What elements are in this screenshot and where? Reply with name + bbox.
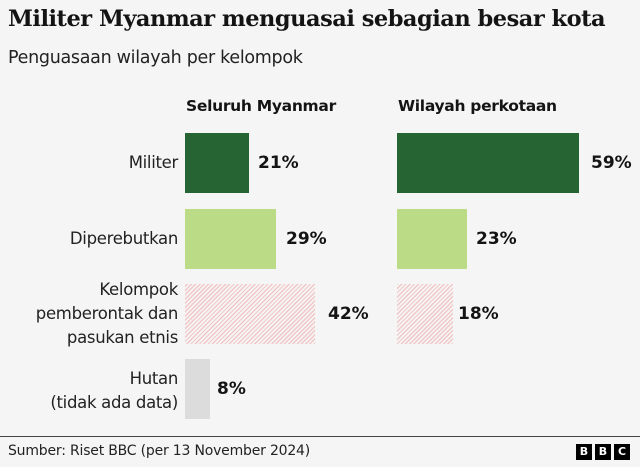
bbc-logo-b2: B bbox=[595, 444, 611, 460]
value-left-hutan: 8% bbox=[217, 379, 246, 399]
bar-left-militer bbox=[185, 133, 249, 193]
bar-left-hutan bbox=[185, 359, 210, 419]
column-header-seluruh-myanmar: Seluruh Myanmar bbox=[186, 97, 336, 115]
bbc-logo-c: C bbox=[614, 444, 630, 460]
bbc-logo-b1: B bbox=[576, 444, 592, 460]
row-label-militer: Militer bbox=[128, 153, 179, 172]
column-header-wilayah-perkotaan: Wilayah perkotaan bbox=[398, 97, 557, 115]
bar-right-militer bbox=[397, 133, 579, 193]
value-right-militer: 59% bbox=[591, 153, 632, 173]
value-left-diperebutkan: 29% bbox=[286, 229, 327, 249]
value-left-kelompok: 42% bbox=[328, 304, 369, 324]
value-right-diperebutkan: 23% bbox=[476, 229, 517, 249]
footer-divider bbox=[0, 436, 640, 437]
value-left-militer: 21% bbox=[258, 153, 299, 173]
bar-left-diperebutkan bbox=[185, 209, 276, 269]
chart-title: Militer Myanmar menguasai sebagian besar… bbox=[8, 6, 606, 32]
bbc-logo: B B C bbox=[576, 444, 630, 460]
bar-right-diperebutkan bbox=[397, 209, 467, 269]
bar-right-kelompok bbox=[397, 284, 453, 344]
row-label-diperebutkan: Diperebutkan bbox=[69, 229, 178, 248]
chart-subtitle: Penguasaan wilayah per kelompok bbox=[8, 48, 303, 68]
bar-left-kelompok bbox=[185, 284, 315, 344]
value-right-kelompok: 18% bbox=[458, 304, 499, 324]
source-note: Sumber: Riset BBC (per 13 November 2024) bbox=[8, 443, 311, 459]
row-label-kelompok: Kelompok pemberontak dan pasukan etnis bbox=[35, 280, 179, 347]
row-label-hutan: Hutan (tidak ada data) bbox=[50, 369, 178, 412]
